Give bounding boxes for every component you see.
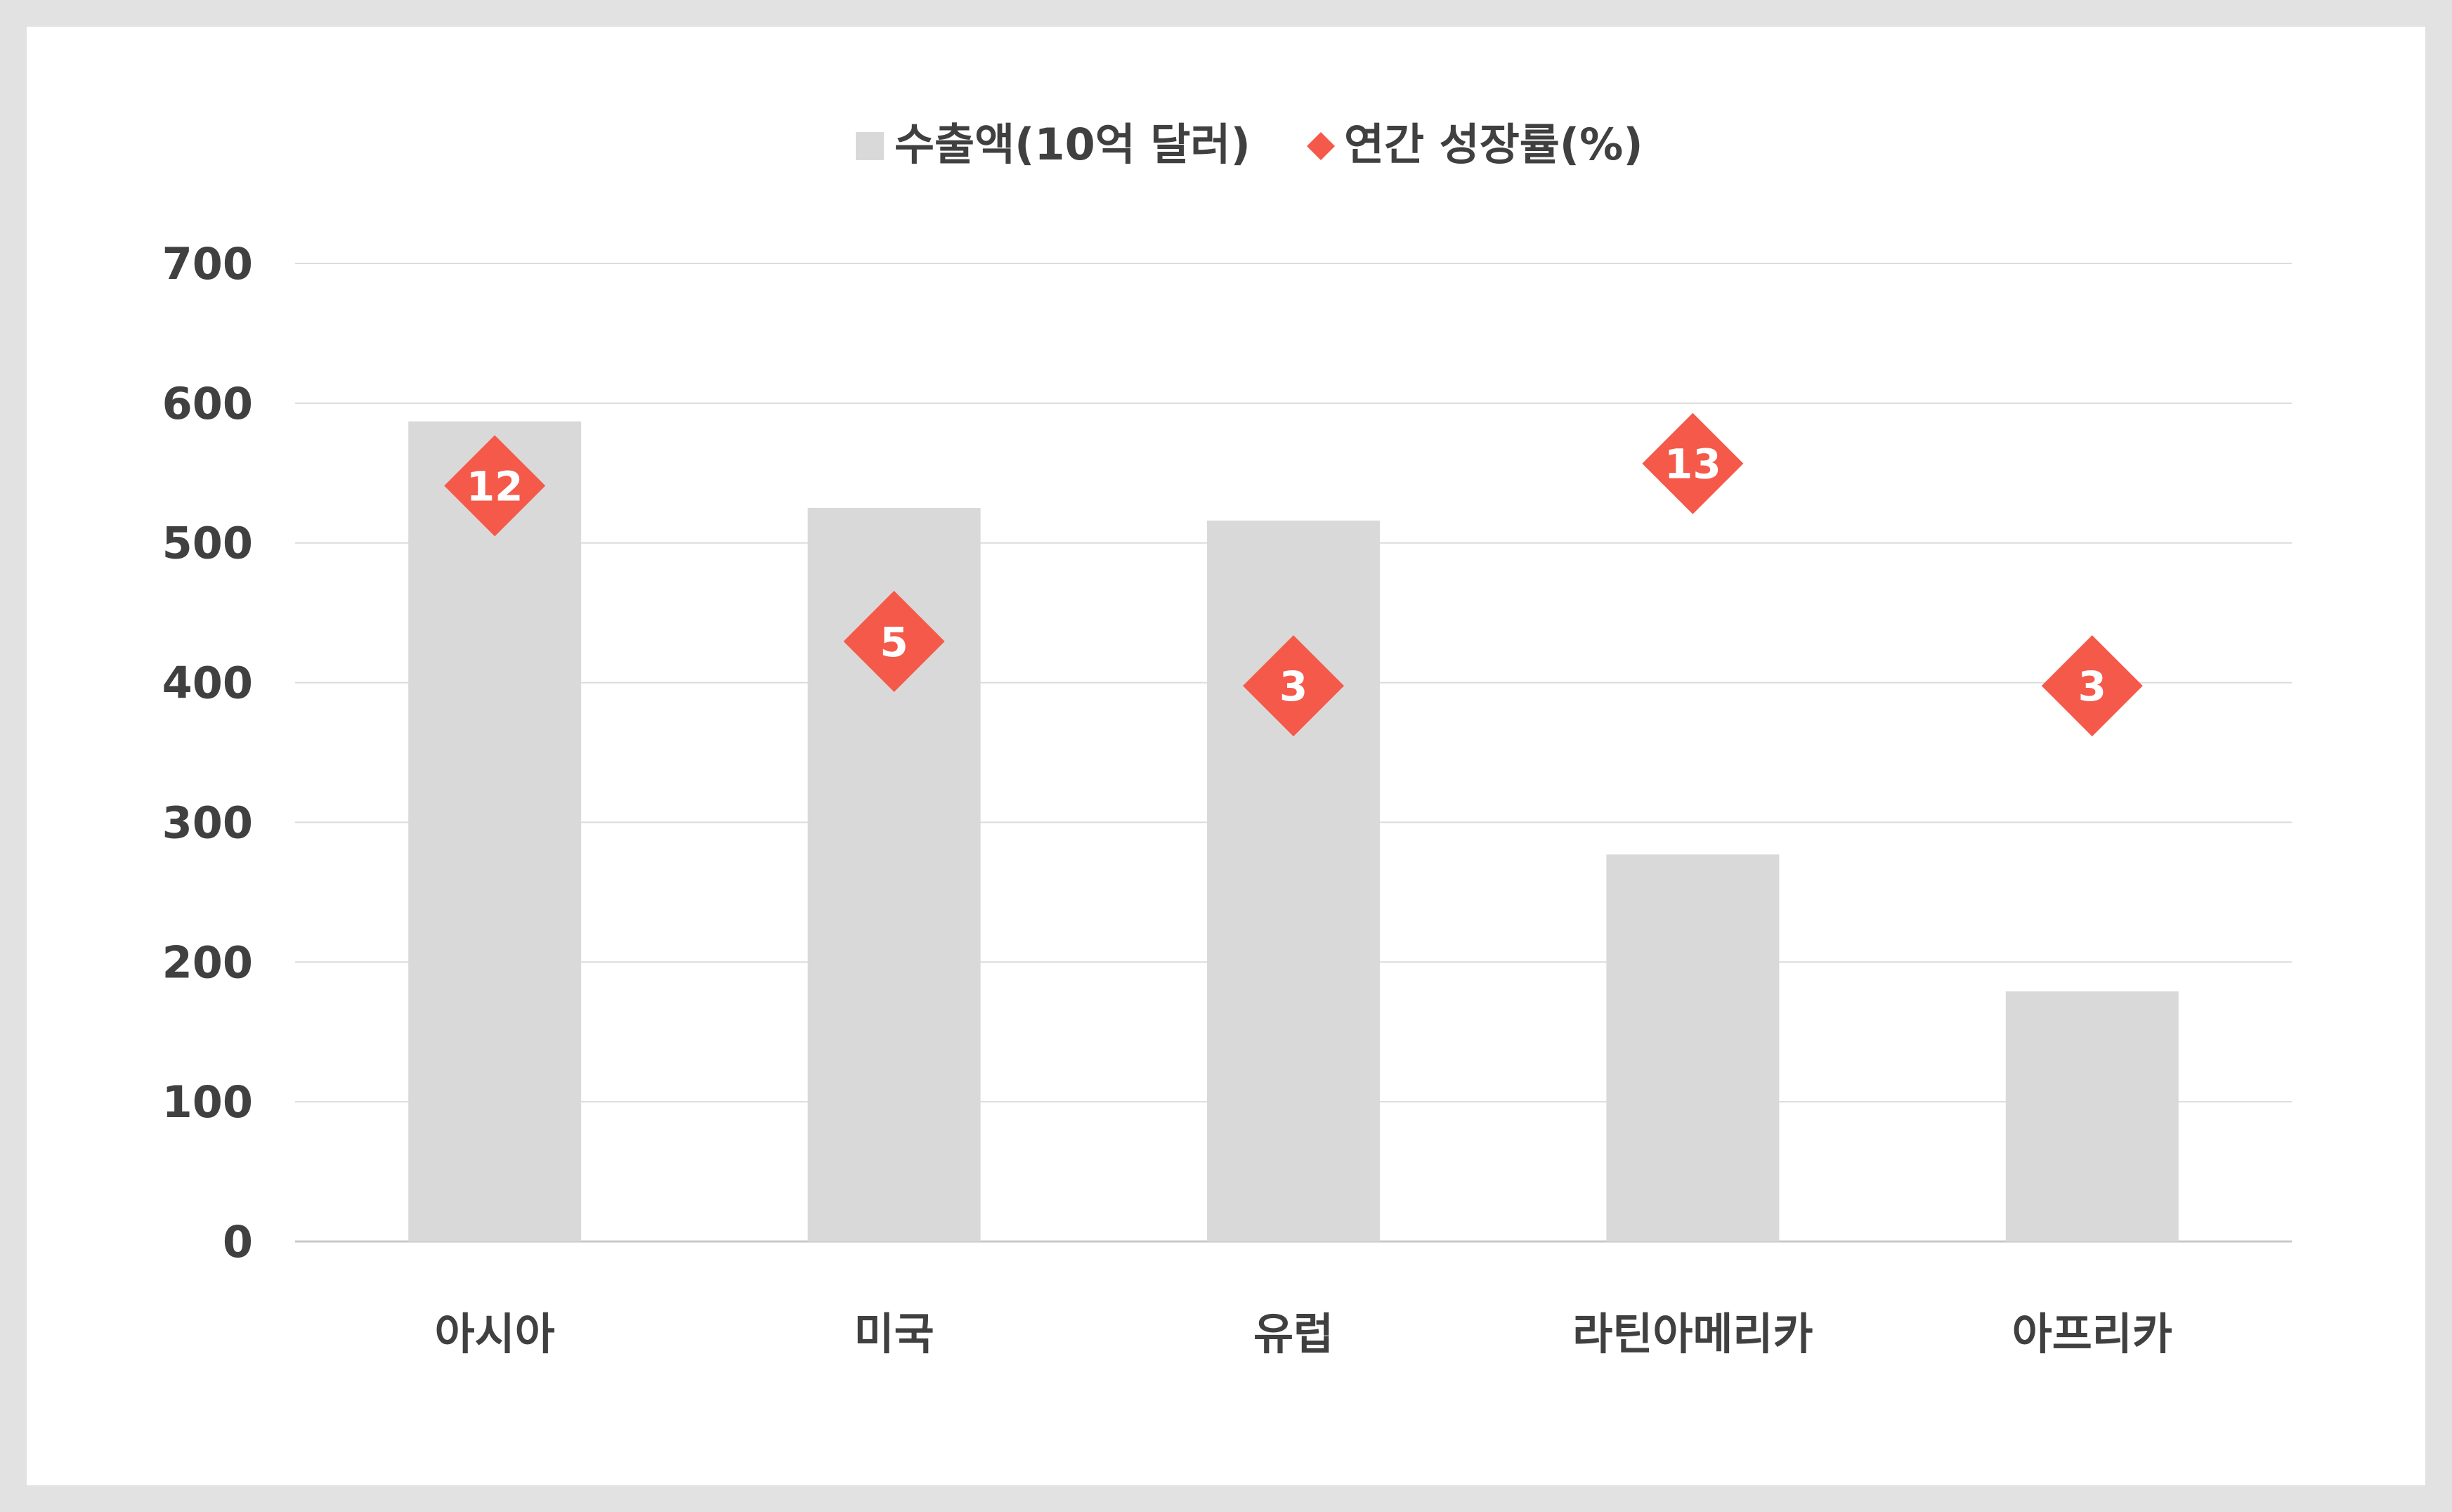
y-tick-label: 100 [162,1076,253,1128]
x-tick-label: 미국 [854,1308,934,1360]
growth-data-label: 13 [1664,441,1721,488]
legend-swatch-exports [856,132,884,160]
legend-label-exports: 수출액(10억 달러) [894,119,1251,170]
y-tick-label: 300 [162,797,253,848]
bar-series [408,421,2179,1242]
growth-marker [1642,412,1744,514]
growth-marker [1243,635,1344,737]
y-tick-label: 0 [223,1216,253,1267]
y-tick-label: 400 [162,658,253,709]
bar [1606,854,1780,1241]
growth-marker-series: 12 5 3 13 3 [444,412,2143,737]
bar [2005,991,2179,1241]
y-tick-label: 600 [162,378,253,429]
y-tick-label: 500 [162,518,253,569]
chart-card: 수출액(10억 달러) 연간 성장률(%) 0 100 200 300 400 500 60… [27,27,2425,1485]
growth-data-label: 5 [880,618,908,666]
legend-label-growth: 연간 성장률(%) [1344,119,1643,170]
chart-legend: 수출액(10억 달러) 연간 성장률(%) [856,119,1643,170]
x-tick-label: 라틴아메리카 [1572,1308,1813,1360]
y-tick-label: 700 [162,238,253,289]
combo-chart: 수출액(10억 달러) 연간 성장률(%) 0 100 200 300 400 500 60… [162,119,2292,1360]
x-tick-label: 아프리카 [2012,1308,2172,1360]
growth-marker [2041,635,2143,737]
bar [1207,520,1380,1241]
y-tick-label: 200 [162,937,253,988]
growth-marker [444,435,546,537]
x-tick-label: 유럽 [1253,1308,1333,1360]
legend-marker-growth [1307,132,1335,160]
growth-data-label: 12 [467,462,523,510]
growth-data-label: 3 [1279,663,1307,710]
growth-data-label: 3 [2078,663,2106,710]
bar [408,421,582,1242]
y-axis: 0 100 200 300 400 500 600 700 [162,238,253,1267]
growth-marker [843,590,945,692]
x-axis: 아시아 미국 유럽 라틴아메리카 아프리카 [435,1308,2172,1360]
x-tick-label: 아시아 [435,1308,555,1360]
